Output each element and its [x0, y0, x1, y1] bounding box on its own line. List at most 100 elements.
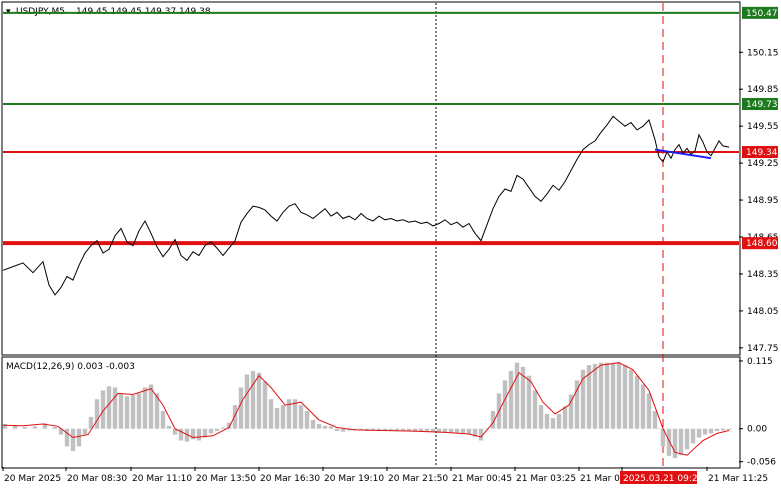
macd-histogram-bar — [160, 411, 166, 429]
macd-histogram-bar — [550, 418, 556, 429]
macd-histogram-bar — [382, 428, 388, 431]
x-tick-label: 20 Mar 19:10 — [324, 474, 384, 484]
macd-y-tick-label: 0.00 — [747, 425, 767, 435]
price-panel-frame — [1, 1, 741, 356]
macd-histogram-bar — [262, 381, 268, 429]
macd-histogram-bar — [70, 428, 76, 452]
macd-histogram-bar — [370, 428, 376, 431]
macd-histogram-bar — [42, 423, 48, 429]
macd-histogram-bar — [100, 390, 106, 429]
time-axis: 20 Mar 2025 20 Mar 08:30 20 Mar 11:10 20 Ma… — [2, 467, 768, 484]
macd-histogram-bar — [690, 428, 696, 444]
macd-histogram-bar — [544, 413, 550, 429]
macd-histogram-bar — [274, 408, 280, 429]
macd-histogram-bar — [328, 426, 334, 429]
macd-histogram-bar — [82, 428, 88, 435]
macd-histogram-bar — [154, 393, 160, 429]
macd-histogram-bar — [334, 428, 340, 432]
macd-histogram-bar — [76, 428, 82, 447]
macd-histogram-bar — [640, 384, 646, 429]
macd-histogram-bar — [472, 428, 478, 437]
macd-histogram-bar — [196, 428, 202, 441]
macd-histogram-bar — [400, 428, 406, 432]
macd-histogram-bar — [226, 422, 232, 429]
trend-line — [654, 148, 712, 160]
macd-histogram-bar — [88, 416, 94, 429]
macd-histogram-bar — [220, 427, 226, 429]
macd-histogram-bar — [460, 428, 466, 435]
macd-histogram-bar — [118, 393, 124, 429]
level-label: 149.73 — [746, 100, 778, 110]
price-y-tick-label: 148.95 — [747, 196, 779, 206]
macd-histogram-bar — [598, 362, 604, 429]
level-label-bg — [742, 97, 778, 110]
macd-histogram-bar — [304, 411, 310, 429]
macd-histogram-bar — [628, 369, 634, 429]
macd-histogram-bar — [316, 423, 322, 429]
macd-histogram-bar — [424, 428, 430, 433]
macd-histogram-bar — [714, 428, 720, 432]
macd-histogram-bar — [190, 428, 196, 440]
price-y-tick-label: 148.05 — [747, 307, 779, 317]
macd-histogram-bar — [562, 406, 568, 429]
macd-histogram-bar — [660, 428, 666, 447]
x-tick-label: 20 Mar 13:50 — [196, 474, 256, 484]
macd-histogram-bar — [484, 428, 490, 430]
price-line — [2, 115, 730, 296]
macd-histogram-bar — [454, 428, 460, 434]
macd-histogram-bar — [238, 387, 244, 429]
macd-histogram-bar — [466, 428, 472, 435]
macd-histogram-bar — [586, 365, 592, 429]
x-tick-label: 20 Mar 21:50 — [388, 474, 448, 484]
macd-histogram-bar — [514, 362, 520, 429]
macd-histogram-bar — [726, 428, 732, 430]
macd-histogram-bar — [256, 372, 262, 429]
macd-histogram-bar — [340, 428, 346, 432]
macd-histogram-bar — [286, 399, 292, 429]
macd-histogram-bar — [2, 423, 8, 429]
macd-histogram-bar — [574, 380, 580, 429]
macd-y-tick-label: -0.056 — [747, 458, 776, 468]
macd-histogram-bar — [520, 366, 526, 429]
price-y-tick-label: 149.55 — [747, 122, 779, 132]
macd-histogram-bar — [538, 405, 544, 429]
macd-histogram-bar — [604, 362, 610, 429]
x-tick-label: 20 Mar 11:10 — [132, 474, 192, 484]
macd-histogram-bar — [652, 411, 658, 429]
macd-histogram-bar — [148, 384, 154, 429]
macd-histogram-bar — [124, 396, 130, 429]
x-tick-label: 21 Mar 00:45 — [452, 474, 512, 484]
level-label-bg — [742, 146, 778, 159]
macd-histogram-bar — [142, 387, 148, 429]
macd-histogram-bar — [208, 428, 214, 434]
macd-histogram-bar — [708, 428, 714, 434]
macd-histogram-bar — [684, 428, 690, 450]
price-y-tick-label: 148.35 — [747, 270, 779, 280]
macd-histogram-bar — [412, 428, 418, 432]
macd-histogram-bar — [130, 395, 136, 429]
macd-histogram-bar — [646, 393, 652, 429]
macd-histogram-bar — [616, 362, 622, 429]
macd-histogram-bar — [268, 399, 274, 429]
macd-histogram-bar — [436, 428, 442, 433]
macd-histogram-bar — [502, 380, 508, 429]
macd-histogram-bar — [622, 365, 628, 429]
macd-histogram-bar — [178, 428, 184, 441]
price-chart: 150.15149.85149.55149.25148.95148.65148.… — [2, 3, 779, 467]
macd-title: MACD(12,26,9) 0.003 -0.003 — [6, 362, 135, 372]
macd-histogram-bar — [666, 428, 672, 456]
macd-histogram-bar — [702, 428, 708, 435]
macd-histogram-bar — [580, 369, 586, 429]
macd-histogram-bar — [720, 428, 726, 431]
macd-histogram-bar — [430, 428, 436, 433]
macd-histogram-bar — [32, 426, 38, 429]
macd-panel-frame — [1, 356, 741, 469]
macd-histogram-bar — [490, 411, 496, 429]
macd-signal-line — [2, 362, 730, 456]
macd-histogram-bar — [672, 428, 678, 459]
macd-histogram-bar — [418, 428, 424, 432]
macd-histogram-bar — [696, 428, 702, 438]
x-tick-label: 20 Mar 16:30 — [260, 474, 320, 484]
macd-histogram-bar — [478, 428, 484, 441]
